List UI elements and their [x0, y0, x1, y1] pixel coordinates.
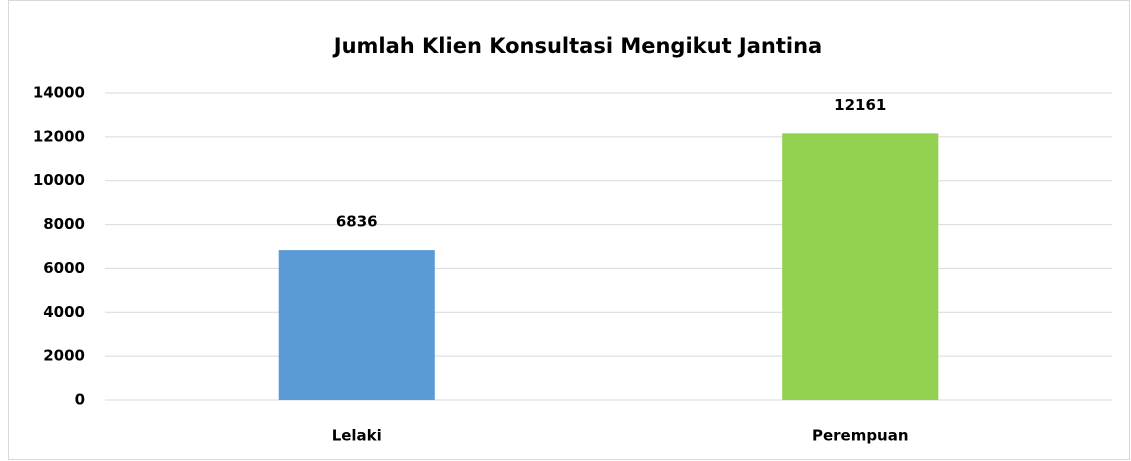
y-tick-label: 14000 [33, 84, 85, 102]
y-tick-label: 8000 [43, 215, 85, 233]
data-label: 6836 [336, 213, 378, 231]
chart-title: Jumlah Klien Konsultasi Mengikut Jantina [332, 34, 822, 58]
y-tick-label: 12000 [33, 127, 85, 145]
y-tick-label: 0 [75, 391, 85, 409]
chart-frame [8, 0, 1130, 460]
x-tick-label: Perempuan [812, 427, 909, 445]
y-tick-label: 10000 [33, 171, 85, 189]
y-tick-label: 4000 [43, 303, 85, 321]
y-tick-label: 2000 [43, 347, 85, 365]
bar [278, 250, 435, 400]
x-tick-label: Lelaki [332, 427, 382, 445]
data-label: 12161 [834, 96, 886, 114]
y-tick-label: 6000 [43, 259, 85, 277]
bar [782, 133, 939, 400]
